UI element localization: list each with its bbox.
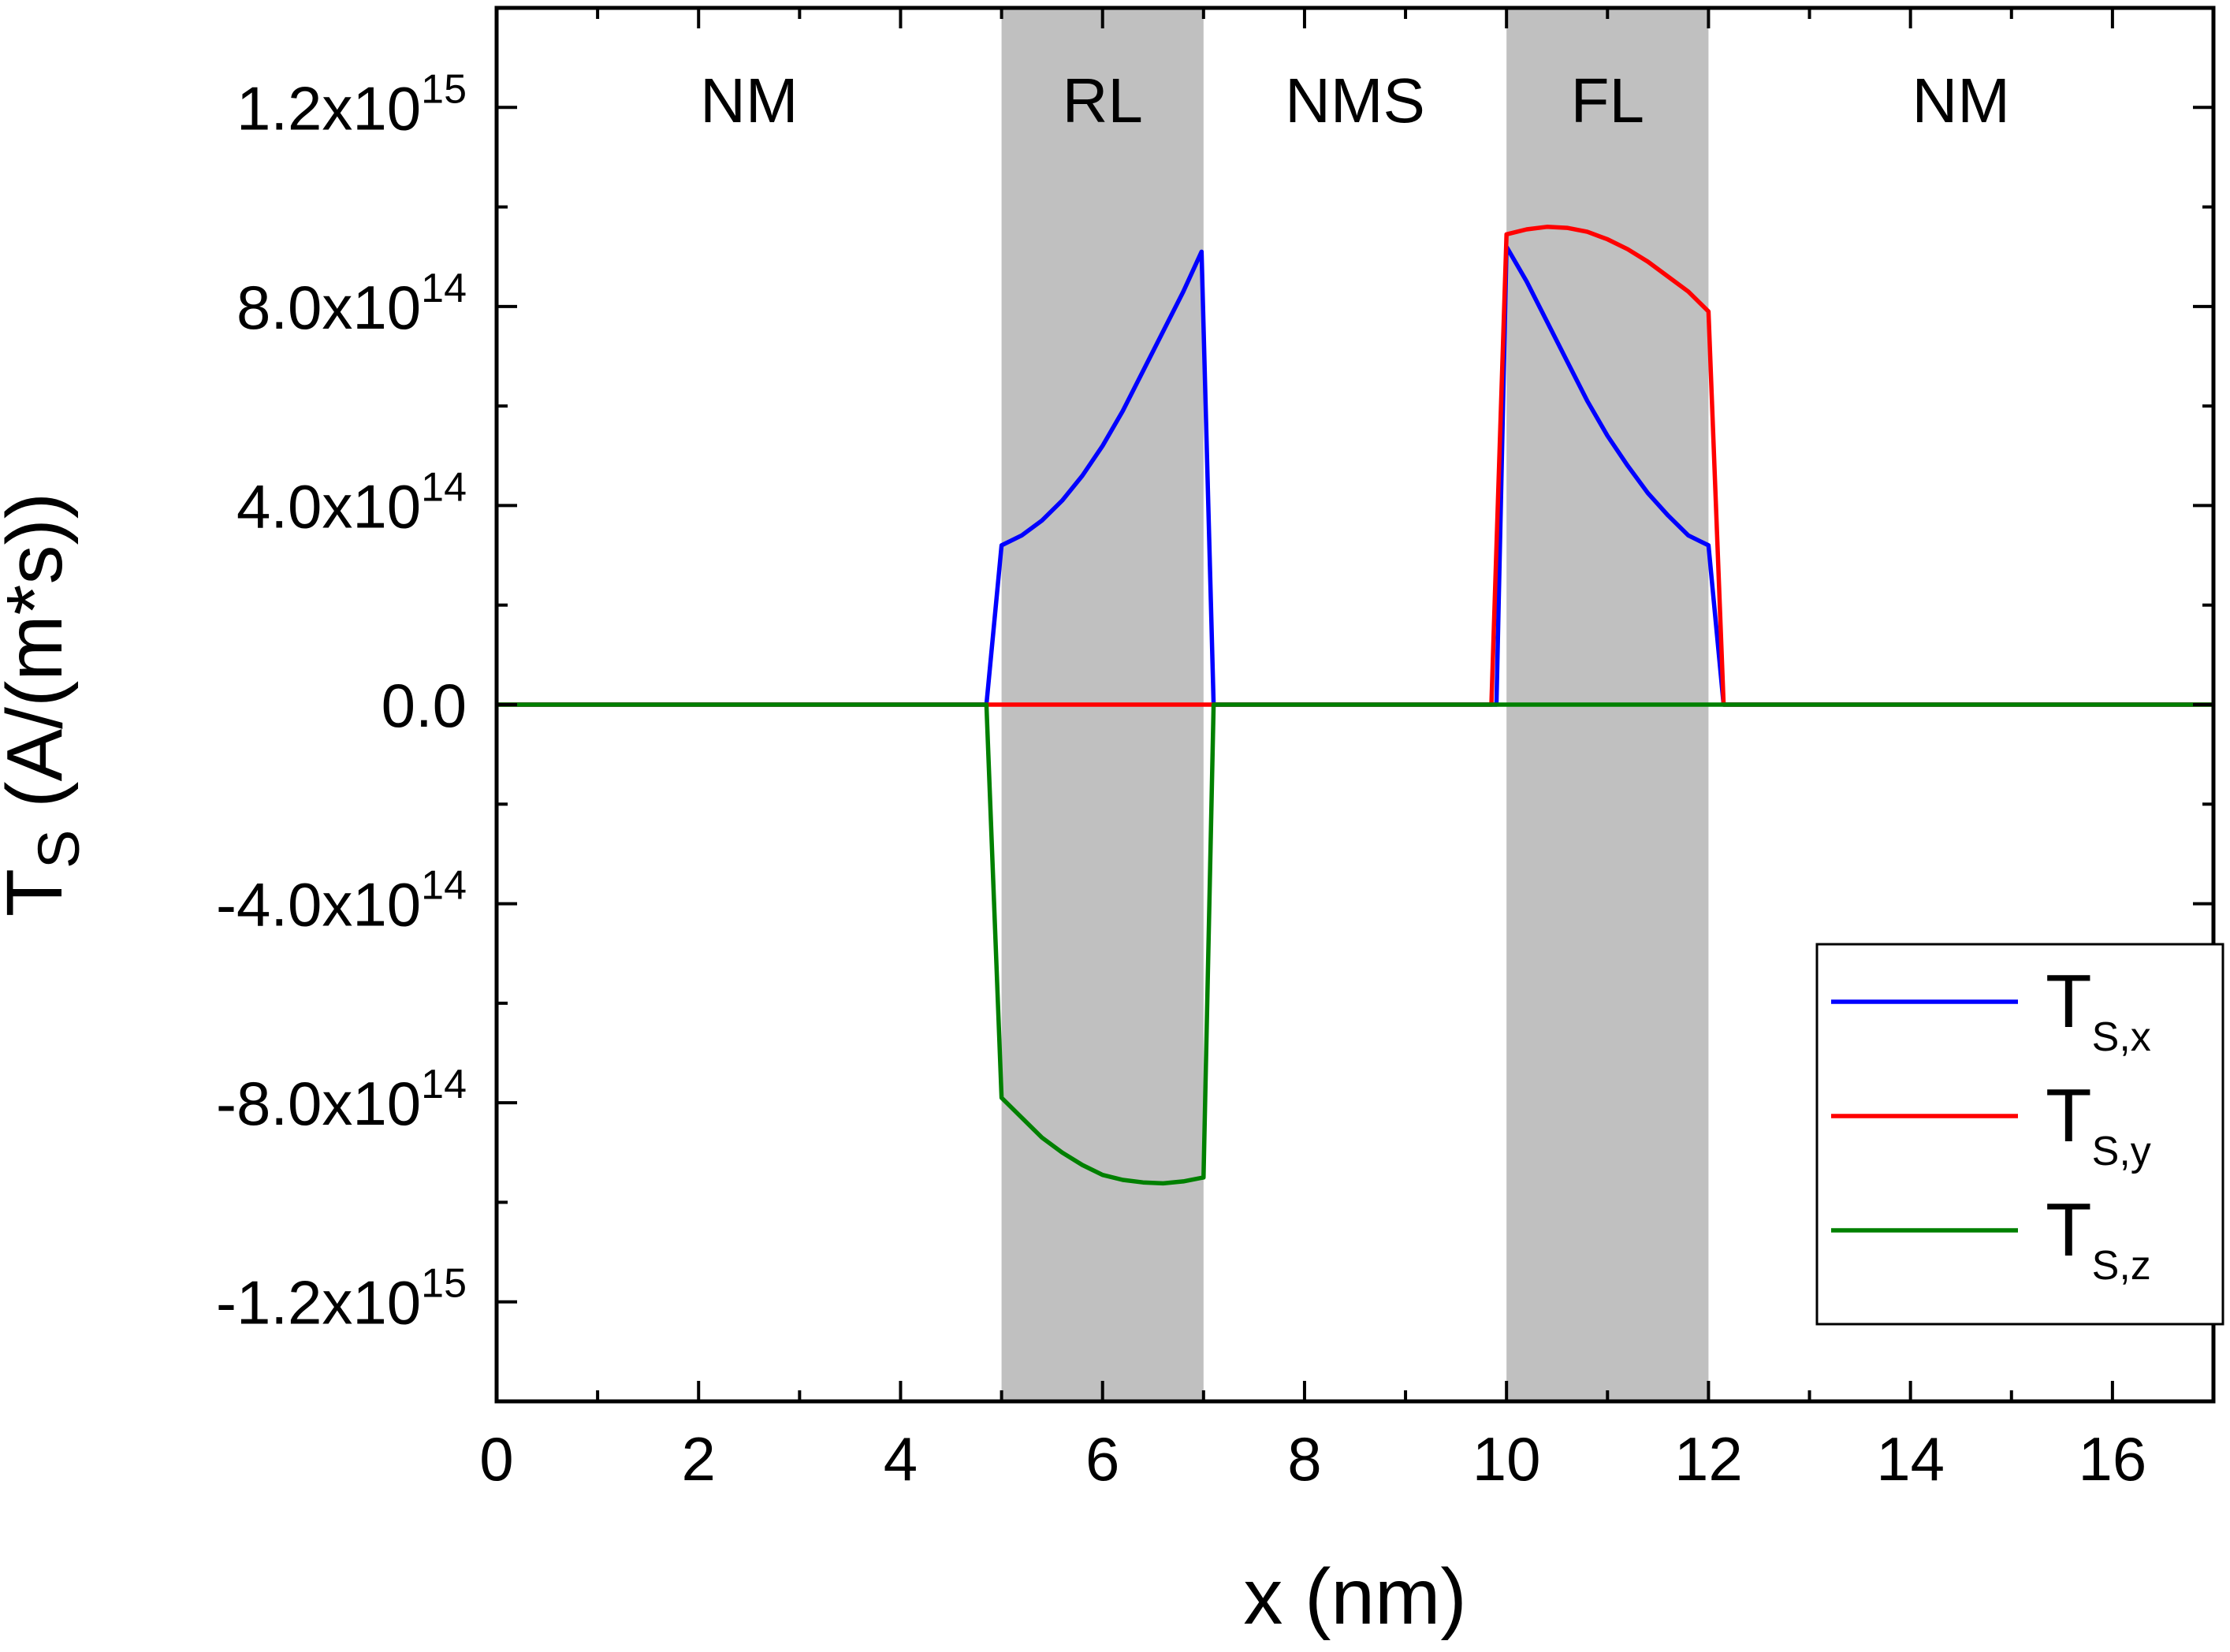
legend: TS,x TS,y TS,z bbox=[1815, 943, 2224, 1326]
region-label-1: RL bbox=[1063, 65, 1143, 136]
region-labels: NM RL NMS FL NM bbox=[700, 65, 2010, 136]
region-label-0: NM bbox=[700, 65, 798, 136]
y-tick-label: 8.0x1014 bbox=[236, 266, 467, 342]
y-tick-label: -8.0x1014 bbox=[216, 1062, 467, 1138]
x-axis-title: x (nm) bbox=[1243, 1553, 1466, 1641]
axis-ticks: 0 2 4 6 8 10 12 14 16 1.2x1015 8.0x1014 4.0x1014 0.0… bbox=[216, 6, 2215, 1494]
legend-box bbox=[1815, 943, 2224, 1326]
x-tick-label: 4 bbox=[884, 1424, 918, 1494]
y-axis-title-main: T bbox=[0, 869, 79, 917]
y-tick-label: 4.0x1014 bbox=[236, 464, 467, 541]
y-tick-label: 1.2x1015 bbox=[236, 66, 467, 143]
region-label-2: NMS bbox=[1285, 65, 1425, 136]
y-tick-label: -4.0x1014 bbox=[216, 863, 467, 939]
series-lines bbox=[497, 225, 2213, 1186]
y-axis-title: TS (A/(m*s)) bbox=[0, 493, 91, 917]
x-tick-label: 14 bbox=[1876, 1424, 1945, 1494]
x-tick-label: 8 bbox=[1287, 1424, 1321, 1494]
x-tick-label: 2 bbox=[682, 1424, 716, 1494]
series-line-1 bbox=[497, 225, 2213, 707]
region-label-4: NM bbox=[1912, 65, 2009, 136]
legend-label-2: TS,z bbox=[2046, 1188, 2151, 1289]
x-tick-label: 0 bbox=[479, 1424, 513, 1494]
x-tick-label: 10 bbox=[1472, 1424, 1541, 1494]
y-tick-label: 0.0 bbox=[382, 671, 467, 740]
x-tick-label: 16 bbox=[2078, 1424, 2146, 1494]
y-axis-title-rest: (A/(m*s)) bbox=[0, 493, 79, 830]
y-tick-label: -1.2x1015 bbox=[216, 1261, 467, 1338]
series-line-2 bbox=[497, 702, 2213, 1186]
x-tick-label: 6 bbox=[1085, 1424, 1119, 1494]
x-tick-label: 12 bbox=[1674, 1424, 1743, 1494]
legend-label-0: TS,x bbox=[2046, 959, 2151, 1060]
legend-label-1: TS,y bbox=[2046, 1073, 2151, 1174]
series-line-0 bbox=[497, 244, 2213, 707]
y-axis-title-sub: S bbox=[26, 830, 91, 869]
region-label-3: FL bbox=[1571, 65, 1644, 136]
